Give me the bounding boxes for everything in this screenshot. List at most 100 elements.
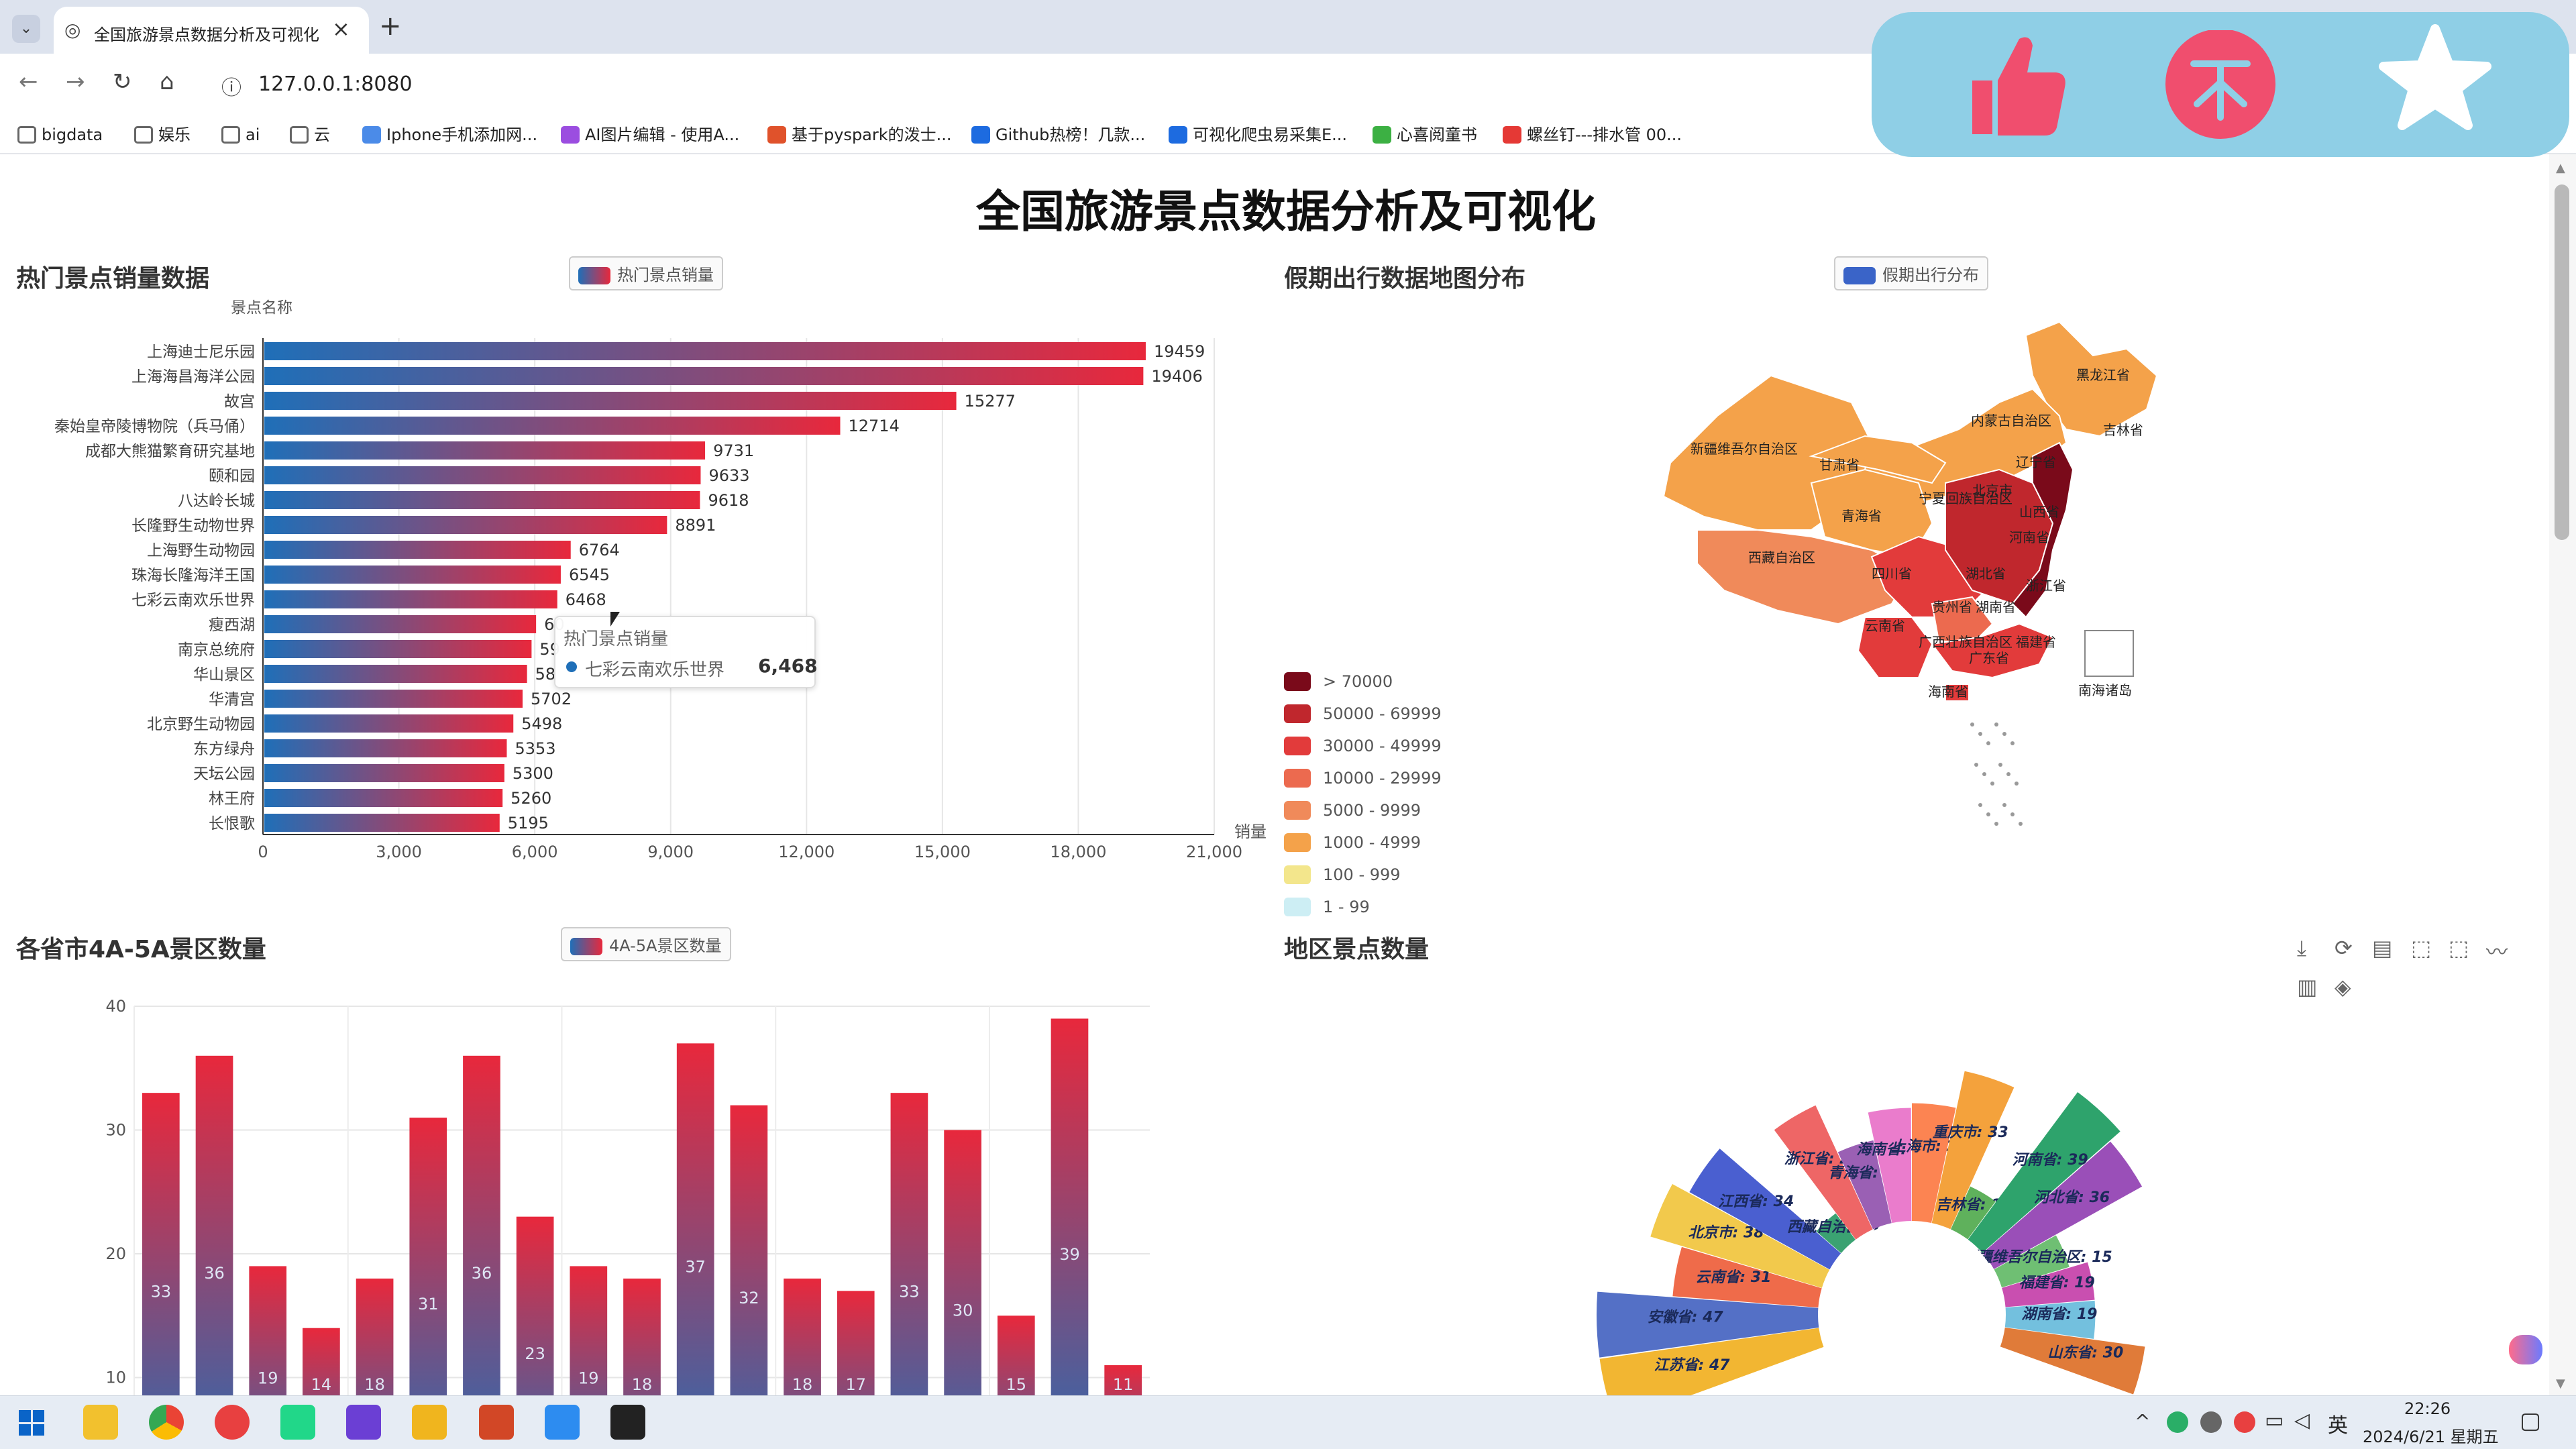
reload-icon[interactable]: ↻ [113,68,132,95]
restore-icon[interactable]: ⟳ [2334,935,2353,961]
screen-recorder-icon[interactable] [215,1405,250,1440]
rose-slice[interactable] [1931,1071,2015,1230]
bookmark-item[interactable]: 心喜阅童书 [1373,125,1477,145]
map-legend-item[interactable]: 50000 - 69999 [1284,704,1485,737]
bookmark-item[interactable]: 云 [290,125,330,145]
rose-slice[interactable] [1672,1246,1822,1308]
rose-slice[interactable] [1994,1235,2070,1288]
rose-slice[interactable] [1774,1105,1873,1240]
map-region-yunnan[interactable] [1857,616,1933,678]
stack-icon[interactable]: ◈ [2334,974,2351,1000]
bar[interactable] [1051,1018,1089,1449]
bar[interactable] [264,342,1146,360]
back-icon[interactable]: ← [19,68,38,95]
map-region-guizhou[interactable] [1931,596,1994,645]
volume-icon[interactable]: ◁ [2294,1409,2310,1432]
network-icon[interactable]: ▭ [2265,1409,2284,1432]
chrome-icon[interactable] [149,1405,184,1440]
bar[interactable] [195,1055,233,1449]
start-icon[interactable] [19,1410,44,1436]
tray-app-icon[interactable] [2200,1411,2222,1433]
line-chart-icon[interactable]: 〰 [2486,939,2508,965]
bookmark-item[interactable]: ai [221,125,260,145]
intellij-icon[interactable] [346,1405,381,1440]
browser-tab[interactable]: ◎ 全国旅游景点数据分析及可视化 × [54,7,369,54]
rose-slice[interactable] [1596,1291,1819,1358]
chart-legend-4a5a[interactable]: 4A-5A景区数量 [561,927,731,961]
bar[interactable] [264,590,557,608]
bar[interactable] [463,1055,500,1449]
bar[interactable] [142,1093,180,1449]
bar[interactable] [676,1043,714,1449]
tray-app2-icon[interactable] [2234,1411,2255,1433]
bar[interactable] [264,417,841,435]
bookmark-item[interactable]: 可视化爬虫易采集E... [1169,125,1347,145]
notification-icon[interactable]: ▢ [2520,1407,2542,1434]
rose-slice[interactable] [1912,1103,1956,1224]
bar[interactable] [730,1105,768,1449]
bar[interactable] [264,714,514,733]
rose-slice[interactable] [1968,1092,2121,1253]
bookmark-item[interactable]: Github热榜！几款... [971,125,1145,145]
map-legend-item[interactable]: 1 - 99 [1284,898,1485,930]
assistant-icon[interactable] [2509,1335,2542,1364]
map-legend-item[interactable]: 5000 - 9999 [1284,801,1485,833]
map-region-xizang[interactable] [1697,529,1913,625]
clock-date[interactable]: 2024/6/21 星期五 [2363,1428,2499,1446]
bar[interactable] [264,566,561,584]
star-icon[interactable] [2378,23,2492,138]
rose-slice[interactable] [1650,1183,1830,1288]
chart-legend-hot-sales[interactable]: 热门景点销量 [569,256,723,290]
cloud-app-icon[interactable] [545,1405,580,1440]
map-legend-item[interactable]: 30000 - 49999 [1284,737,1485,769]
scrollbar-thumb[interactable] [2555,184,2569,540]
bookmark-item[interactable]: 基于pyspark的泼士... [767,125,952,145]
new-tab-button[interactable]: + [379,11,402,42]
pycharm-icon[interactable] [280,1405,315,1440]
scroll-down-icon[interactable]: ▼ [2556,1377,2565,1391]
bar[interactable] [264,739,507,757]
bar[interactable] [264,640,532,658]
bar[interactable] [264,392,957,410]
site-info-icon[interactable]: ⓘ [221,76,241,100]
rose-slice[interactable] [1837,1140,1892,1230]
address-bar[interactable] [208,64,1865,102]
map-legend-item[interactable]: 1000 - 4999 [1284,833,1485,865]
tab-list-button[interactable]: ⌄ [12,15,40,43]
map-region-heilongjiang[interactable] [2025,321,2158,437]
rose-slice[interactable] [1950,1186,1996,1240]
bar[interactable] [264,491,700,509]
map-region-south[interactable] [1931,623,2054,679]
zoom-back-icon[interactable]: ⬚ [2449,935,2469,961]
rose-slice[interactable] [2002,1262,2095,1307]
close-tab-icon[interactable]: × [332,16,350,42]
bookmark-item[interactable]: bigdata [17,125,103,145]
clock-time[interactable]: 22:26 [2404,1399,2451,1418]
app-icon[interactable] [412,1405,447,1440]
rose-slice[interactable] [2000,1327,2145,1395]
bookmark-item[interactable]: Iphone手机添加网... [362,125,537,145]
bar[interactable] [264,814,500,832]
map-region-gansu[interactable] [1809,435,1947,484]
data-view-icon[interactable]: ▤ [2372,935,2393,961]
save-image-icon[interactable]: ⤓ [2297,935,2307,961]
bookmark-item[interactable]: AI图片编辑 - 使用A... [561,125,739,145]
map-legend-item[interactable]: 10000 - 29999 [1284,769,1485,801]
map-legend-item[interactable]: > 70000 [1284,672,1485,704]
rose-slice[interactable] [1982,1141,2143,1269]
bar-chart-icon[interactable]: ▥ [2297,974,2318,1000]
bar[interactable] [264,367,1144,385]
file-explorer-icon[interactable] [83,1405,118,1440]
zoom-icon[interactable]: ⬚ [2411,935,2432,961]
rose-slice[interactable] [1816,1213,1856,1253]
bookmark-item[interactable]: 娱乐 [134,125,191,145]
bar[interactable] [264,466,701,484]
game-icon[interactable] [610,1405,645,1440]
bar[interactable] [264,541,571,559]
map-legend-item[interactable]: 100 - 999 [1284,865,1485,898]
bookmark-item[interactable]: 螺丝钉---排水管 00... [1503,125,1682,145]
bar[interactable] [264,615,537,633]
map-region-east[interactable] [2011,441,2074,619]
rose-slice[interactable] [2004,1300,2096,1339]
chart-legend-holiday-map[interactable]: 假期出行分布 [1834,256,1988,290]
